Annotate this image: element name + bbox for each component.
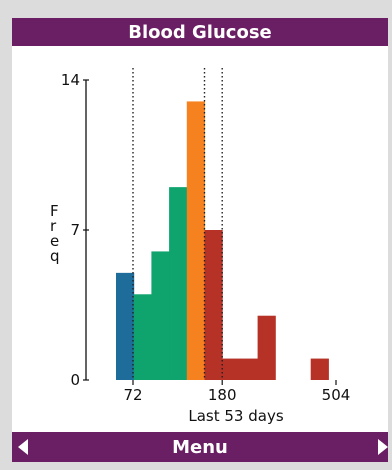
x-axis-label: Last 53 days: [188, 407, 283, 425]
x-tick-label: 72: [123, 386, 142, 404]
histogram-bar: [116, 272, 135, 380]
triangle-left-icon[interactable]: [18, 439, 28, 455]
y-tick-label: 7: [70, 221, 80, 239]
histogram-bar: [186, 101, 205, 380]
y-tick-label: 0: [70, 371, 80, 389]
title-bar: Blood Glucose: [12, 18, 388, 46]
histogram-bar: [204, 230, 223, 380]
histogram-bar: [169, 187, 188, 380]
y-tick-label: 14: [61, 71, 80, 89]
histogram-bar: [222, 358, 241, 380]
softkey-bar: Menu: [12, 432, 388, 462]
histogram-bar: [151, 251, 170, 380]
menu-softkey[interactable]: Menu: [172, 436, 228, 458]
triangle-right-icon[interactable]: [378, 439, 388, 455]
x-tick-label: 504: [322, 386, 351, 404]
histogram-bar: [239, 358, 259, 380]
histogram-bar: [133, 294, 152, 380]
histogram-bar: [257, 315, 276, 380]
x-tick-label: 180: [208, 386, 237, 404]
histogram-bar: [310, 358, 329, 380]
page-title: Blood Glucose: [128, 21, 272, 43]
